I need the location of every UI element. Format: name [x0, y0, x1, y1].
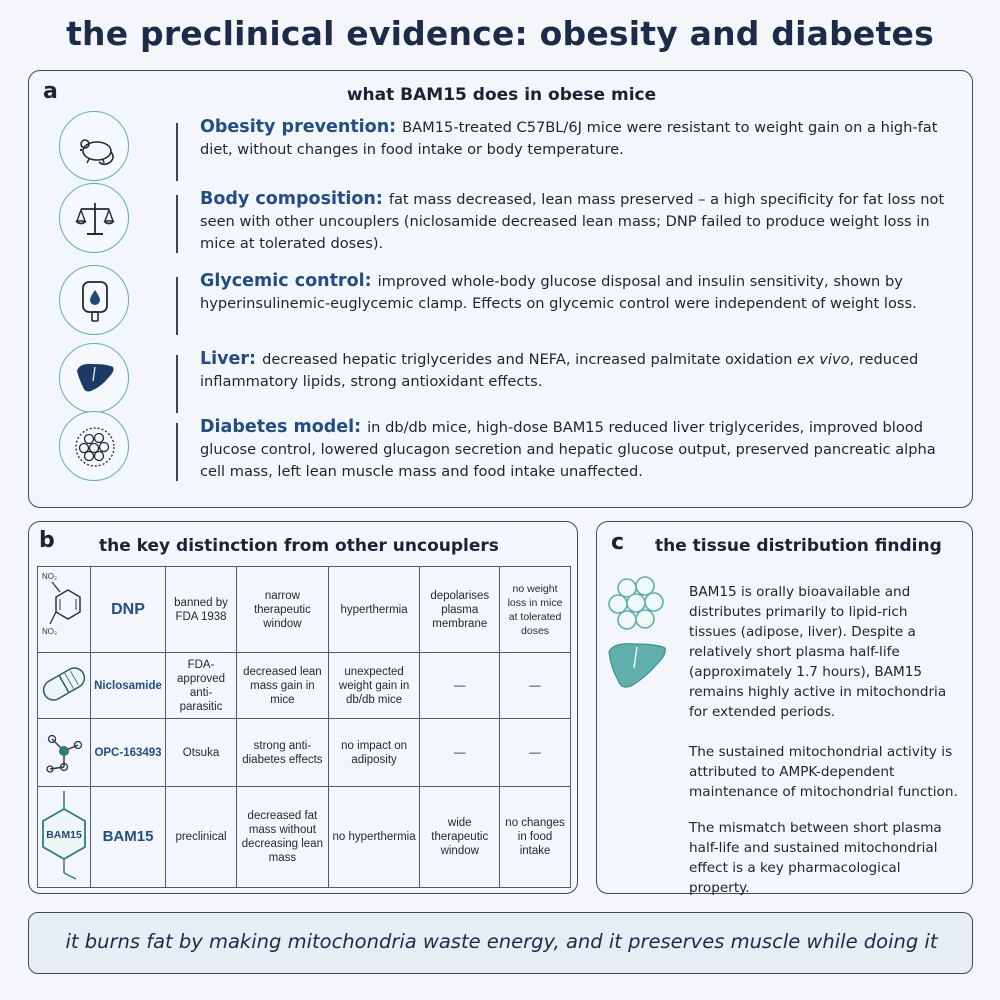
item-label: Diabetes model: — [200, 417, 362, 437]
item-description: improved whole-body glucose disposal and… — [200, 273, 917, 312]
capsule-icon — [42, 666, 86, 701]
tissue-paragraph-3: The mismatch between short plasma half-l… — [689, 820, 942, 896]
table-cell: decreased lean mass gain in mice — [236, 652, 329, 719]
item-body-composition: Body composition: fat mass decreased, lea… — [59, 183, 959, 263]
dinitrophenol-structure-icon: NO₂ NO₂ — [42, 572, 81, 636]
table-cell: no weight loss in mice at tolerated dose… — [499, 566, 571, 653]
panel-c: c the tissue distribution finding BAM15 … — [596, 521, 973, 896]
table-row: OPC-163493 Otsuka strong anti-diabetes e… — [37, 718, 571, 787]
drug-name-dnp: DNP — [90, 566, 166, 653]
item-label: Glycemic control: — [200, 271, 372, 291]
panel-c-heading: the tissue distribution finding — [655, 536, 942, 556]
panel-c-letter: c — [611, 530, 625, 555]
footer-banner: it burns fat by making mitochondria wast… — [28, 912, 973, 974]
table-cell: unexpected weight gain in db/db mice — [327, 652, 421, 719]
liver-icon — [608, 643, 666, 688]
item-description: BAM15-treated C57BL/6J mice were resista… — [200, 119, 938, 158]
italic-term: ex vivo — [797, 351, 850, 368]
glucose-meter-icon — [82, 281, 108, 322]
item-label: Liver: — [200, 349, 257, 369]
drug-name-opc: OPC-163493 — [90, 718, 166, 787]
item-label: Body composition: — [200, 189, 383, 209]
drug-name-bam15: BAM15 — [90, 786, 166, 888]
table-cell: banned by FDA 1938 — [164, 566, 238, 653]
table-cell: depolarises plasma membrane — [419, 566, 501, 653]
table-cell: — — [499, 718, 571, 787]
table-cell: hyperthermia — [327, 566, 421, 653]
table-cell: narrow therapeutic window — [236, 566, 329, 653]
item-obesity-prevention: Obesity prevention: BAM15-treated C57BL/6… — [59, 111, 959, 191]
substituent-bottom: NO₂ — [42, 627, 57, 636]
table-row: Niclosamide FDA-approved anti-parasitic … — [37, 652, 571, 719]
table-cell: no changes in food intake — [499, 786, 571, 888]
panel-b: b the key distinction from other uncoupl… — [28, 521, 578, 894]
cell-cluster-icon — [75, 427, 115, 467]
table-cell: strong anti-diabetes effects — [236, 718, 329, 787]
table-cell: — — [499, 652, 571, 719]
mouse-icon — [79, 139, 114, 166]
item-description: decreased hepatic triglycerides and NEFA… — [262, 351, 793, 368]
table-cell: no hyperthermia — [327, 786, 421, 888]
adipose-cells-icon — [608, 576, 664, 630]
bam15-hexagon-icon: BAM15 — [42, 791, 86, 880]
item-description: in db/db mice, high-dose BAM15 reduced l… — [200, 419, 936, 480]
panel-a: a what BAM15 does in obese mice Obesity … — [28, 70, 973, 508]
table-cell: wide therapeutic window — [419, 786, 501, 888]
panel-b-letter: b — [39, 528, 55, 553]
panel-b-heading: the key distinction from other uncoupler… — [99, 536, 499, 556]
item-label: Obesity prevention: — [200, 117, 397, 137]
table-cell: FDA-approved anti-parasitic — [164, 652, 238, 719]
table-cell: Otsuka — [164, 718, 238, 787]
panel-a-heading: what BAM15 does in obese mice — [346, 85, 657, 105]
molecule-icon — [46, 734, 83, 773]
table-row: BAM15 BAM15 preclinical decreased fat ma… — [37, 786, 571, 888]
tissue-paragraph-1: BAM15 is orally bioavailable and distrib… — [689, 584, 947, 720]
table-cell: — — [419, 652, 501, 719]
tissue-paragraph-2: The sustained mitochondrial activity is … — [689, 744, 958, 800]
comparison-table: NO₂ NO₂ DNP banned by FDA 1938 narrow th… — [37, 566, 571, 888]
item-glycemic-control: Glycemic control: improved whole-body glu… — [59, 265, 959, 345]
substituent-top: NO₂ — [42, 572, 57, 581]
hexagon-label: BAM15 — [46, 829, 82, 841]
balance-scale-icon — [75, 203, 115, 235]
item-diabetes-model: Diabetes model: in db/db mice, high-dose … — [59, 411, 959, 491]
item-description: fat mass decreased, lean mass preserved … — [200, 191, 945, 252]
table-cell: decreased fat mass without decreasing le… — [236, 786, 329, 888]
drug-name-niclosamide: Niclosamide — [90, 652, 166, 719]
table-row: NO₂ NO₂ DNP banned by FDA 1938 narrow th… — [37, 566, 571, 653]
table-cell: no impact on adiposity — [327, 718, 421, 787]
table-cell: — — [419, 718, 501, 787]
table-cell: preclinical — [164, 786, 238, 888]
footer-text: it burns fat by making mitochondria wast… — [65, 930, 938, 953]
panel-a-letter: a — [43, 79, 58, 104]
page-title: the preclinical evidence: obesity and di… — [66, 14, 934, 53]
liver-icon — [77, 363, 114, 392]
item-description-cont: , reduced inflammatory lipids, strong an… — [200, 351, 919, 390]
